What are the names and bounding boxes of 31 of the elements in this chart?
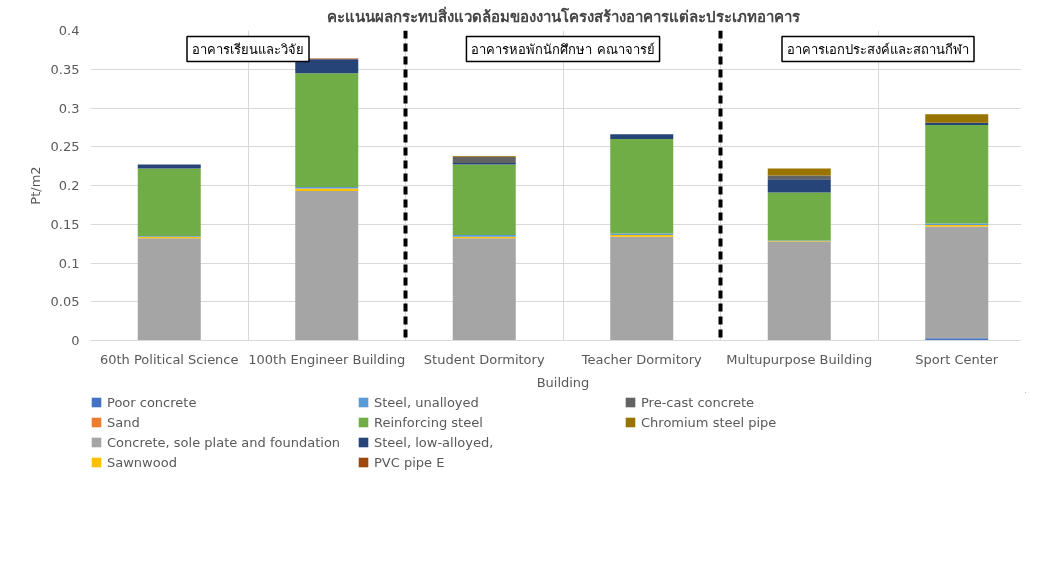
x-axis-title: Building — [536, 374, 590, 390]
x-tick-label: Sport Center — [915, 351, 999, 367]
legend-label: Steel, unalloyed — [374, 393, 480, 412]
chart-title: คะแนนผลกระทบสิ่งแวดล้อมของงานโครงสร้างอาคารแต่ละประเภทอาคาร — [326, 5, 801, 26]
x-tick-label: Student Dormitory — [423, 351, 545, 367]
y-tick-label: 0.35 — [50, 61, 80, 77]
annotation: อาคารหอพักนักศึกษา คณาจารย์ — [471, 41, 655, 57]
annotation: อาคารเรียนและวิจัย — [192, 41, 304, 57]
y-axis-title: Pt/m2 — [27, 166, 43, 205]
legend-label: Sand — [107, 413, 141, 432]
y-tick-label: 0.15 — [50, 216, 80, 232]
y-tick-label: 0.05 — [50, 294, 80, 310]
x-tick-label: 60th Political Science — [99, 351, 239, 367]
legend-label: Sawnwood — [107, 453, 178, 472]
y-tick-label: 0.4 — [58, 23, 80, 38]
legend-label: Chromium steel pipe — [641, 413, 778, 432]
legend-label: Poor concrete — [107, 393, 198, 412]
x-tick-label: Multupurpose Building — [726, 351, 873, 367]
x-tick-label: Teacher Dormitory — [580, 351, 703, 367]
y-tick-label: 0 — [71, 333, 80, 348]
legend-label: Reinforcing steel — [374, 413, 484, 432]
annotation: อาคารเอกประสงค์และสถานกีฬา — [787, 41, 969, 57]
legend-label: Steel, low-alloyed, — [374, 433, 495, 452]
y-tick-label: 0.3 — [58, 100, 80, 116]
y-tick-label: 0.25 — [50, 139, 80, 155]
x-tick-label: 100th Engineer Building — [248, 351, 406, 367]
legend-label: Concrete, sole plate and foundation — [107, 433, 342, 452]
y-tick-label: 0.1 — [58, 255, 80, 271]
y-tick-label: 0.2 — [58, 178, 80, 193]
legend-label: Pre-cast concrete — [641, 393, 756, 412]
legend-label: PVC pipe E — [374, 453, 446, 472]
